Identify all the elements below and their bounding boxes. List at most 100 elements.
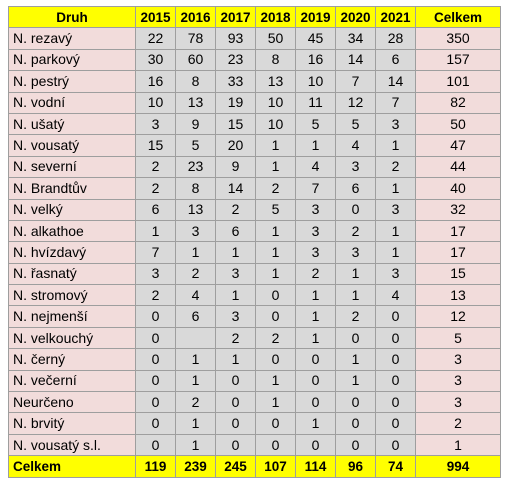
year-count-cell: 1 xyxy=(255,262,296,286)
year-count-cell: 2 xyxy=(335,219,376,243)
year-count-cell: 0 xyxy=(335,198,376,221)
table-row: N. řasnatý 3 2 3 1 2 1 3 15 xyxy=(8,262,501,286)
year-count-cell: 50 xyxy=(255,27,296,50)
table-row: Neurčeno 0 2 0 1 0 0 0 3 xyxy=(8,391,501,414)
species-name: N. večerní xyxy=(8,369,136,393)
year-count-cell: 45 xyxy=(295,27,336,50)
table-row: N. vousatý s.l. 0 1 0 0 0 0 0 1 xyxy=(8,433,501,457)
species-name: Neurčeno xyxy=(8,391,136,414)
header-year: 2020 xyxy=(335,5,376,29)
header-year: 2017 xyxy=(215,5,256,29)
year-count-cell: 7 xyxy=(295,177,336,200)
year-count-cell: 13 xyxy=(255,70,296,93)
header-species: Druh xyxy=(8,5,136,29)
row-total-cell: 50 xyxy=(415,112,501,136)
year-count-cell: 5 xyxy=(175,134,216,157)
year-count-cell: 2 xyxy=(335,305,376,328)
year-count-cell: 1 xyxy=(255,155,296,179)
year-count-cell: 3 xyxy=(375,262,416,286)
year-count-cell: 2 xyxy=(135,155,176,179)
year-count-cell: 0 xyxy=(215,433,256,457)
year-count-cell: 3 xyxy=(135,112,176,136)
year-count-cell: 1 xyxy=(255,134,296,157)
footer-year-total: 114 xyxy=(295,455,336,478)
table-row: N. ušatý 3 9 15 10 5 5 3 50 xyxy=(8,112,501,136)
year-count-cell: 8 xyxy=(255,48,296,72)
species-name: N. ušatý xyxy=(8,112,136,136)
row-total-cell: 1 xyxy=(415,433,501,457)
year-count-cell: 15 xyxy=(135,134,176,157)
year-count-cell: 1 xyxy=(175,412,216,435)
table-row: N. pestrý 16 8 33 13 10 7 14 101 xyxy=(8,70,501,93)
year-count-cell: 0 xyxy=(375,305,416,328)
table-row: N. nejmenší 0 6 3 0 1 2 0 12 xyxy=(8,305,501,328)
year-count-cell: 5 xyxy=(335,112,376,136)
year-count-cell: 0 xyxy=(295,391,336,414)
table-row: N. hvízdavý 7 1 1 1 3 3 1 17 xyxy=(8,241,501,264)
year-count-cell: 2 xyxy=(135,284,176,307)
footer-year-total: 96 xyxy=(335,455,376,478)
row-total-cell: 82 xyxy=(415,91,501,114)
row-total-cell: 32 xyxy=(415,198,501,221)
year-count-cell: 13 xyxy=(175,91,216,114)
year-count-cell: 1 xyxy=(335,369,376,393)
row-total-cell: 101 xyxy=(415,70,501,93)
footer-year-total: 74 xyxy=(375,455,416,478)
species-name: N. vodní xyxy=(8,91,136,114)
footer-label: Celkem xyxy=(8,455,136,478)
table-row: N. rezavý 22 78 93 50 45 34 28 350 xyxy=(8,27,501,50)
year-count-cell: 0 xyxy=(375,412,416,435)
year-count-cell: 19 xyxy=(215,91,256,114)
year-count-cell: 2 xyxy=(175,262,216,286)
table-row: N. brvitý 0 1 0 0 1 0 0 2 xyxy=(8,412,501,435)
year-count-cell: 7 xyxy=(375,91,416,114)
year-count-cell: 13 xyxy=(175,198,216,221)
species-name: N. stromový xyxy=(8,284,136,307)
year-count-cell: 1 xyxy=(295,412,336,435)
year-count-cell: 78 xyxy=(175,27,216,50)
species-name: N. vousatý xyxy=(8,134,136,157)
year-count-cell xyxy=(175,326,216,350)
row-total-cell: 15 xyxy=(415,262,501,286)
year-count-cell: 34 xyxy=(335,27,376,50)
year-count-cell: 3 xyxy=(295,241,336,264)
row-total-cell: 350 xyxy=(415,27,501,50)
year-count-cell: 2 xyxy=(255,177,296,200)
year-count-cell: 6 xyxy=(135,198,176,221)
year-count-cell: 4 xyxy=(175,284,216,307)
year-count-cell: 6 xyxy=(175,305,216,328)
year-count-cell: 2 xyxy=(295,262,336,286)
table-body: N. rezavý 22 78 93 50 45 34 28 350 N. parkový 30 60… xyxy=(8,27,501,457)
year-count-cell: 0 xyxy=(255,433,296,457)
species-name: N. pestrý xyxy=(8,70,136,93)
header-year: 2021 xyxy=(375,5,416,29)
year-count-cell: 16 xyxy=(135,70,176,93)
year-count-cell: 1 xyxy=(375,241,416,264)
year-count-cell: 9 xyxy=(215,155,256,179)
year-count-cell: 1 xyxy=(175,241,216,264)
year-count-cell: 10 xyxy=(255,91,296,114)
table-row: N. černý 0 1 1 0 0 1 0 3 xyxy=(8,348,501,371)
species-name: N. řasnatý xyxy=(8,262,136,286)
species-name: N. hvízdavý xyxy=(8,241,136,264)
year-count-cell: 1 xyxy=(175,348,216,371)
row-total-cell: 157 xyxy=(415,48,501,72)
year-count-cell: 3 xyxy=(295,198,336,221)
year-count-cell: 2 xyxy=(375,155,416,179)
year-count-cell: 3 xyxy=(295,219,336,243)
year-count-cell: 1 xyxy=(255,391,296,414)
footer-year-total: 239 xyxy=(175,455,216,478)
year-count-cell: 1 xyxy=(255,241,296,264)
year-count-cell: 1 xyxy=(295,134,336,157)
footer-year-total: 119 xyxy=(135,455,176,478)
year-count-cell: 23 xyxy=(215,48,256,72)
species-name: N. brvitý xyxy=(8,412,136,435)
year-count-cell: 0 xyxy=(135,433,176,457)
row-total-cell: 13 xyxy=(415,284,501,307)
year-count-cell: 0 xyxy=(255,284,296,307)
year-count-cell: 15 xyxy=(215,112,256,136)
year-count-cell: 8 xyxy=(175,70,216,93)
year-count-cell: 10 xyxy=(255,112,296,136)
year-count-cell: 3 xyxy=(335,241,376,264)
year-count-cell: 0 xyxy=(375,391,416,414)
